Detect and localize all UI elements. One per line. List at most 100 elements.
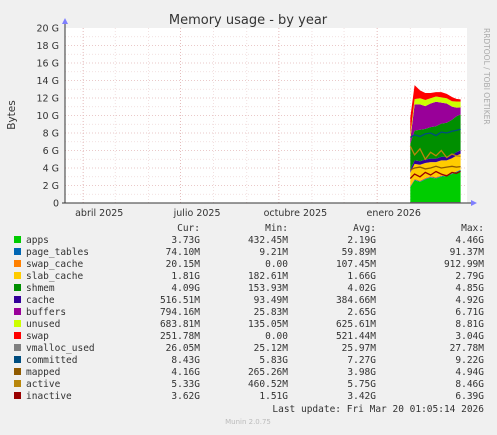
legend-cur: 251.78M	[160, 331, 200, 342]
legend-max: 8.81G	[455, 319, 484, 330]
legend-row: committed 8.43G 5.83G 7.27G 9.22G	[14, 355, 484, 366]
legend-max: 6.39G	[455, 391, 484, 402]
legend-swatch	[14, 356, 21, 363]
legend-row: vmalloc_used 26.05M 25.12M 25.97M 27.78M	[14, 343, 484, 354]
legend-cur: 74.10M	[166, 247, 201, 258]
y-axis-label: Bytes	[6, 100, 18, 129]
legend-swatch	[14, 248, 21, 255]
area-apps	[410, 170, 461, 203]
legend-avg: 107.45M	[336, 259, 376, 270]
line-mapped	[410, 165, 461, 171]
legend-swatch	[14, 392, 21, 399]
legend-name: unused	[26, 319, 60, 330]
legend-avg: 4.02G	[347, 283, 376, 294]
legend-name: shmem	[26, 283, 55, 294]
legend-cur: 1.81G	[171, 271, 200, 282]
legend-header-max: Max:	[461, 223, 484, 234]
area-swap	[410, 85, 461, 135]
legend-swatch	[14, 284, 21, 291]
y-tick-label: 12 G	[37, 94, 59, 105]
x-tick-labels: abril 2025 julio 2025 octubre 2025 enero 20…	[75, 208, 421, 219]
legend-name: vmalloc_used	[26, 343, 95, 354]
legend-max: 91.37M	[450, 247, 485, 258]
legend-cur: 794.16M	[160, 307, 200, 318]
legend-max: 3.04G	[455, 331, 484, 342]
legend-min: 0.00	[265, 259, 288, 270]
line-active	[409, 145, 461, 161]
legend-min: 0.00	[265, 331, 288, 342]
legend-cur: 20.15M	[166, 259, 201, 270]
legend-cur: 683.81M	[160, 319, 200, 330]
legend: apps 3.73G 432.45M 2.19G 4.46G page_tables 74.…	[14, 235, 484, 402]
y-tick-label: 18 G	[37, 41, 59, 52]
stacked-areas	[410, 85, 461, 203]
legend-row: swap 251.78M 0.00 521.44M 3.04G	[14, 331, 484, 342]
y-tick-label: 16 G	[37, 59, 59, 70]
legend-swatch	[14, 380, 21, 387]
legend-max: 4.46G	[455, 235, 484, 246]
legend-min: 9.21M	[259, 247, 288, 258]
legend-swatch	[14, 272, 21, 279]
legend-min: 25.83M	[254, 307, 289, 318]
legend-cur: 26.05M	[166, 343, 201, 354]
axes	[62, 18, 477, 206]
legend-avg: 2.19G	[347, 235, 376, 246]
legend-name: buffers	[26, 307, 66, 318]
legend-name: slab_cache	[26, 271, 83, 282]
legend-max: 27.78M	[450, 343, 485, 354]
legend-avg: 384.66M	[336, 295, 376, 306]
legend-cur: 516.51M	[160, 295, 200, 306]
x-tick-label: enero 2026	[367, 208, 421, 219]
legend-max: 4.85G	[455, 283, 484, 294]
y-axis-arrow	[62, 18, 68, 24]
legend-min: 182.61M	[248, 271, 288, 282]
legend-header: Cur: Min: Avg: Max:	[177, 223, 484, 234]
y-tick-label: 14 G	[37, 76, 59, 87]
legend-cur: 5.33G	[171, 379, 200, 390]
legend-min: 93.49M	[254, 295, 289, 306]
legend-max: 4.92G	[455, 295, 484, 306]
x-axis-arrow	[471, 200, 477, 206]
legend-name: swap	[26, 331, 49, 342]
area-buffers	[410, 101, 461, 144]
legend-avg: 1.66G	[347, 271, 376, 282]
legend-name: mapped	[26, 367, 60, 378]
y-tick-labels: 0 2 G 4 G 6 G 8 G 10 G 12 G 14 G 16 G 18 G 20 G	[37, 24, 59, 210]
legend-row: slab_cache 1.81G 182.61M 1.66G 2.79G	[14, 271, 484, 282]
legend-row: apps 3.73G 432.45M 2.19G 4.46G	[14, 235, 484, 246]
legend-cur: 4.09G	[171, 283, 200, 294]
legend-name: cache	[26, 295, 55, 306]
legend-swatch	[14, 332, 21, 339]
legend-swatch	[14, 308, 21, 315]
legend-avg: 7.27G	[347, 355, 376, 366]
legend-row: mapped 4.16G 265.26M 3.98G 4.94G	[14, 367, 484, 378]
legend-swatch	[14, 260, 21, 267]
legend-cur: 3.62G	[171, 391, 200, 402]
legend-swatch	[14, 236, 21, 243]
legend-row: active 5.33G 460.52M 5.75G 8.46G	[14, 379, 484, 390]
x-tick-label: julio 2025	[173, 208, 221, 219]
grid	[65, 28, 467, 203]
legend-min: 432.45M	[248, 235, 288, 246]
area-unused	[410, 96, 461, 140]
page-title: Memory usage - by year	[169, 13, 328, 28]
legend-max: 2.79G	[455, 271, 484, 282]
line-committed	[409, 128, 461, 138]
legend-min: 5.83G	[259, 355, 288, 366]
legend-avg: 59.89M	[342, 247, 377, 258]
legend-min: 135.05M	[248, 319, 288, 330]
legend-row: buffers 794.16M 25.83M 2.65G 6.71G	[14, 307, 484, 318]
legend-name: swap_cache	[26, 259, 83, 270]
munin-version: Munin 2.0.75	[225, 418, 271, 426]
legend-max: 4.94G	[455, 367, 484, 378]
legend-swatch	[14, 368, 21, 375]
legend-avg: 521.44M	[336, 331, 376, 342]
legend-min: 25.12M	[254, 343, 289, 354]
legend-cur: 3.73G	[171, 235, 200, 246]
legend-min: 265.26M	[248, 367, 288, 378]
legend-row: swap_cache 20.15M 0.00 107.45M 912.99M	[14, 259, 484, 270]
x-tick-label: abril 2025	[75, 208, 123, 219]
legend-avg: 2.65G	[347, 307, 376, 318]
legend-row: page_tables 74.10M 9.21M 59.89M 91.37M	[14, 247, 484, 258]
